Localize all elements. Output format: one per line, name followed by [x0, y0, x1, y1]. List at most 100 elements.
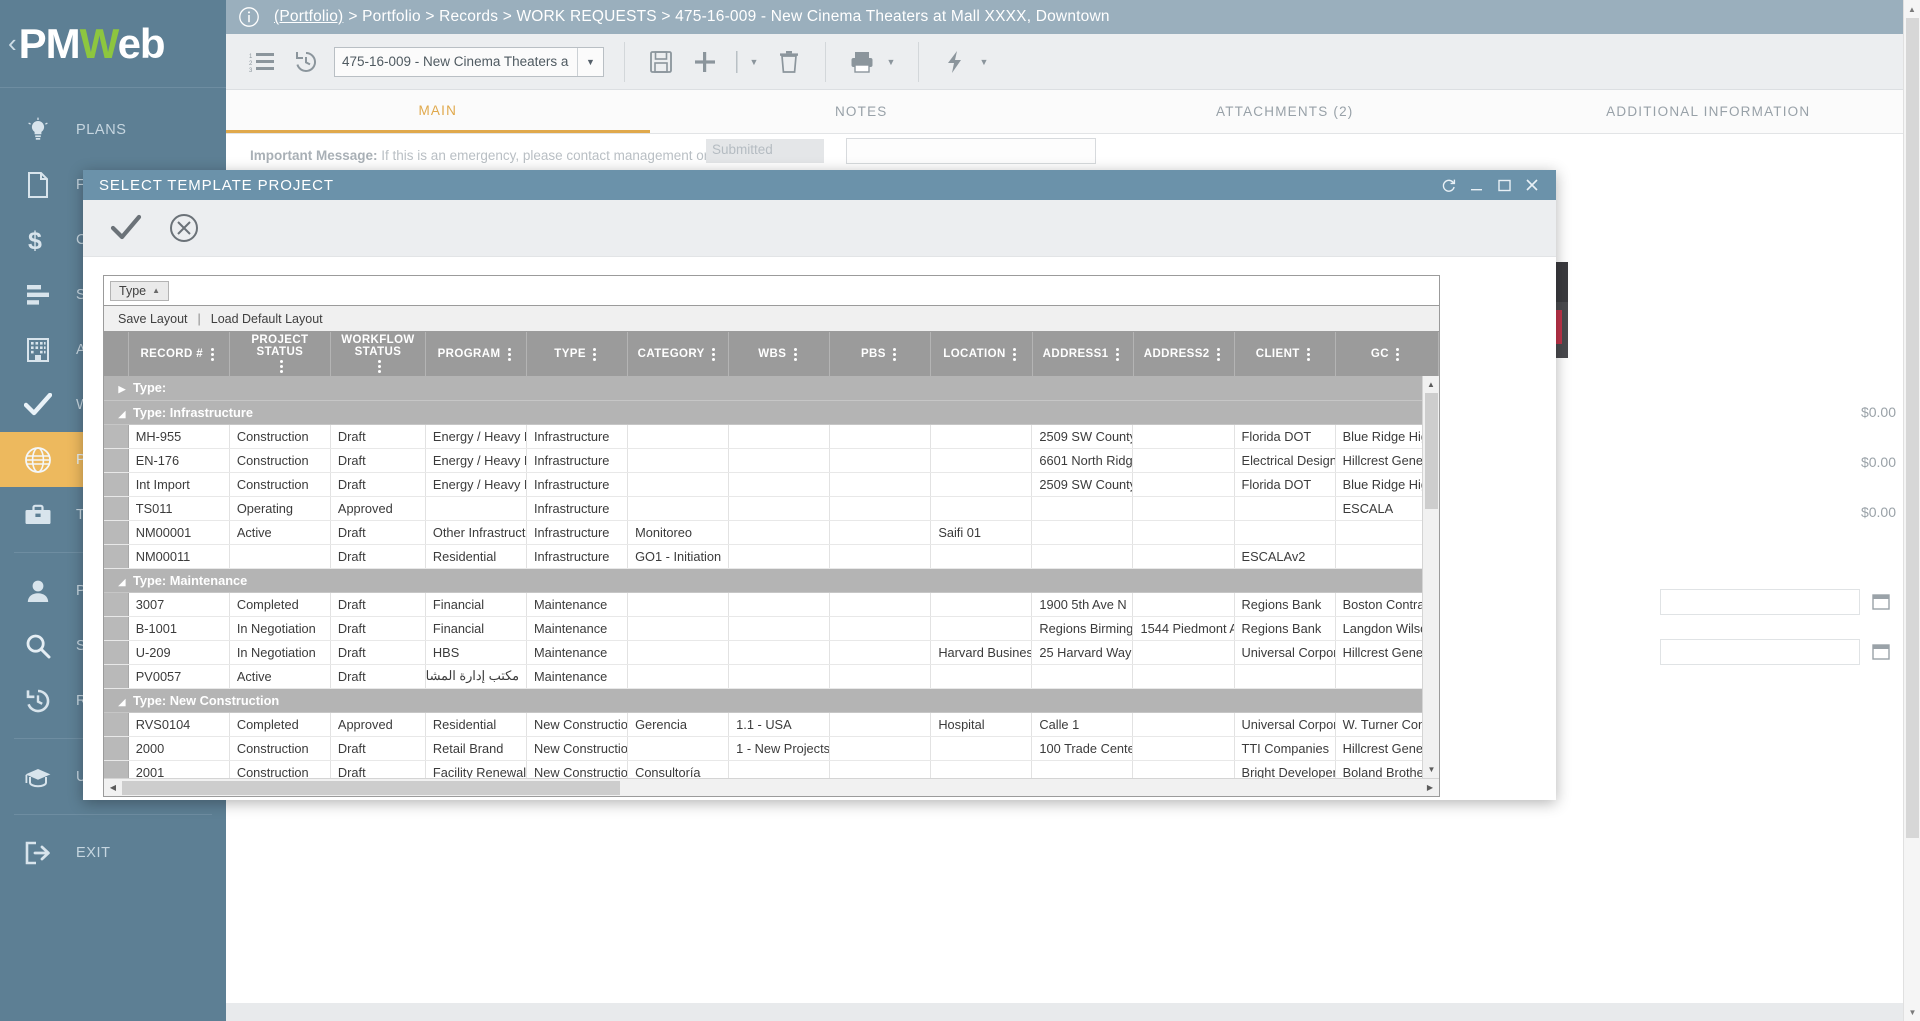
date-field-2[interactable] — [1660, 639, 1860, 665]
print-dropdown-icon[interactable]: ▼ — [886, 56, 896, 67]
breadcrumb-root-link[interactable]: (Portfolio) — [274, 8, 344, 25]
cell-pbs[interactable] — [829, 448, 932, 473]
cell-program[interactable]: Energy / Heavy Hi — [425, 472, 528, 497]
cell-project-status[interactable]: Construction — [229, 448, 331, 473]
cell-client[interactable] — [1234, 520, 1336, 545]
table-row[interactable]: TS011 Operating Approved Infrastructure ESCA… — [104, 496, 1439, 521]
column-menu-icon[interactable] — [890, 346, 900, 363]
grid-scroll-left-icon[interactable]: ◀ — [109, 783, 117, 792]
cell-program[interactable]: Residential — [425, 544, 528, 569]
cell-workflow-status[interactable]: Draft — [330, 424, 426, 449]
cell-gc[interactable]: ESCALA — [1335, 496, 1439, 521]
add-icon[interactable] — [683, 40, 727, 84]
row-handle[interactable] — [104, 736, 129, 761]
cell-address1[interactable]: 25 Harvard Way — [1031, 640, 1134, 665]
cell-type[interactable]: Maintenance — [526, 616, 629, 641]
cell-workflow-status[interactable]: Draft — [330, 472, 426, 497]
cell-category[interactable] — [627, 640, 730, 665]
cell-project-status[interactable]: Construction — [229, 736, 331, 761]
cell-client[interactable]: Universal Corpora — [1234, 640, 1336, 665]
save-icon[interactable] — [639, 40, 683, 84]
cell-program[interactable]: Retail Brand — [425, 736, 528, 761]
cell-project-status[interactable] — [229, 544, 331, 569]
cell-pbs[interactable] — [829, 520, 932, 545]
grid-scroll-right-icon[interactable]: ▶ — [1426, 783, 1434, 792]
cell-location[interactable] — [930, 592, 1033, 617]
cell-location[interactable]: Hospital — [930, 712, 1033, 737]
cell-gc[interactable]: Blue Ridge High — [1335, 424, 1439, 449]
column-header-type[interactable]: TYPE — [526, 332, 629, 376]
cell-category[interactable]: GO1 - Initiation — [627, 544, 730, 569]
cell-type[interactable]: Maintenance — [526, 640, 629, 665]
row-handle[interactable] — [104, 424, 129, 449]
cell-gc[interactable]: W. Turner Cons — [1335, 712, 1439, 737]
grid-vertical-scrollbar[interactable]: ▲ ▼ — [1422, 376, 1439, 778]
refresh-icon[interactable] — [1434, 171, 1462, 199]
scroll-down-icon[interactable]: ▼ — [1908, 1007, 1917, 1017]
cell-category[interactable]: Consultoría — [627, 760, 730, 778]
column-menu-icon[interactable] — [1393, 346, 1403, 363]
cell-address1[interactable]: 100 Trade Center — [1031, 736, 1134, 761]
cell-program[interactable]: مكتب إدارة المشاريع PM — [425, 664, 528, 689]
column-header-address1[interactable]: ADDRESS1 — [1032, 332, 1134, 376]
scroll-up-icon[interactable]: ▲ — [1908, 4, 1916, 14]
cell-wbs[interactable]: 1.1 - USA — [728, 712, 831, 737]
column-menu-icon[interactable] — [504, 346, 514, 363]
column-header-address2[interactable]: ADDRESS2 — [1133, 332, 1235, 376]
add-dropdown-icon[interactable]: ▼ — [749, 56, 759, 67]
cell-workflow-status[interactable]: Draft — [330, 544, 426, 569]
cell-type[interactable]: Infrastructure — [526, 496, 629, 521]
close-icon[interactable] — [1518, 171, 1546, 199]
cell-location[interactable]: Saifi 01 — [930, 520, 1033, 545]
cell-workflow-status[interactable]: Draft — [330, 520, 426, 545]
cell-address2[interactable] — [1132, 664, 1235, 689]
cell-category[interactable]: Gerencia — [627, 712, 730, 737]
cell-project-status[interactable]: Construction — [229, 472, 331, 497]
row-handle[interactable] — [104, 544, 129, 569]
lightning-dropdown-icon[interactable]: ▼ — [979, 56, 989, 67]
grid-hscroll-thumb[interactable] — [122, 780, 620, 795]
cell-client[interactable]: Florida DOT — [1234, 472, 1336, 497]
sidebar-item-exit[interactable]: EXIT — [0, 825, 226, 880]
cell-project-status[interactable]: Active — [229, 520, 331, 545]
cell-location[interactable] — [930, 544, 1033, 569]
window-scrollbar-thumb[interactable] — [1906, 18, 1919, 838]
grid-scroll-up-icon[interactable]: ▲ — [1427, 380, 1435, 389]
cell-wbs[interactable] — [728, 760, 831, 778]
cell-gc[interactable] — [1335, 520, 1439, 545]
table-row[interactable]: U-209 In Negotiation Draft HBS Maintenance Ha… — [104, 640, 1439, 665]
column-menu-icon[interactable] — [1304, 346, 1314, 363]
cell-type[interactable]: Infrastructure — [526, 544, 629, 569]
column-header-pbs[interactable]: PBS — [829, 332, 932, 376]
column-menu-icon[interactable] — [790, 346, 800, 363]
column-menu-icon[interactable] — [375, 358, 385, 375]
table-row[interactable]: 2000 Construction Draft Retail Brand New Con… — [104, 736, 1439, 761]
cell-project-status[interactable]: In Negotiation — [229, 616, 331, 641]
group-row[interactable]: ◢ Type: New Construction — [104, 688, 1439, 713]
sidebar-collapse-icon[interactable]: ‹ — [8, 28, 17, 58]
cell-wbs[interactable]: 1 - New Projects — [728, 736, 831, 761]
column-header-category[interactable]: CATEGORY — [627, 332, 730, 376]
column-header-wbs[interactable]: WBS — [728, 332, 831, 376]
cell-workflow-status[interactable]: Draft — [330, 616, 426, 641]
confirm-check-icon[interactable] — [103, 205, 149, 251]
column-header-program[interactable]: PROGRAM — [425, 332, 528, 376]
table-row[interactable]: NM00011 Draft Residential Infrastructure GO1… — [104, 544, 1439, 569]
table-row[interactable]: EN-176 Construction Draft Energy / Heavy Hi… — [104, 448, 1439, 473]
cell-gc[interactable]: Hillcrest Gener — [1335, 448, 1439, 473]
cell-wbs[interactable] — [728, 592, 831, 617]
cell-record[interactable]: NM00011 — [128, 544, 230, 569]
table-row[interactable]: NM00001 Active Draft Other Infrastructu Infr… — [104, 520, 1439, 545]
group-collapse-icon[interactable]: ◢ — [118, 576, 126, 587]
cell-project-status[interactable]: In Negotiation — [229, 640, 331, 665]
load-default-layout-link[interactable]: Load Default Layout — [210, 311, 323, 326]
cell-workflow-status[interactable]: Draft — [330, 640, 426, 665]
cell-location[interactable] — [930, 616, 1033, 641]
cell-client[interactable] — [1234, 496, 1336, 521]
cell-address1[interactable] — [1031, 496, 1134, 521]
cell-category[interactable] — [627, 736, 730, 761]
row-handle[interactable] — [104, 592, 129, 617]
cell-workflow-status[interactable]: Draft — [330, 448, 426, 473]
cell-wbs[interactable] — [728, 544, 831, 569]
